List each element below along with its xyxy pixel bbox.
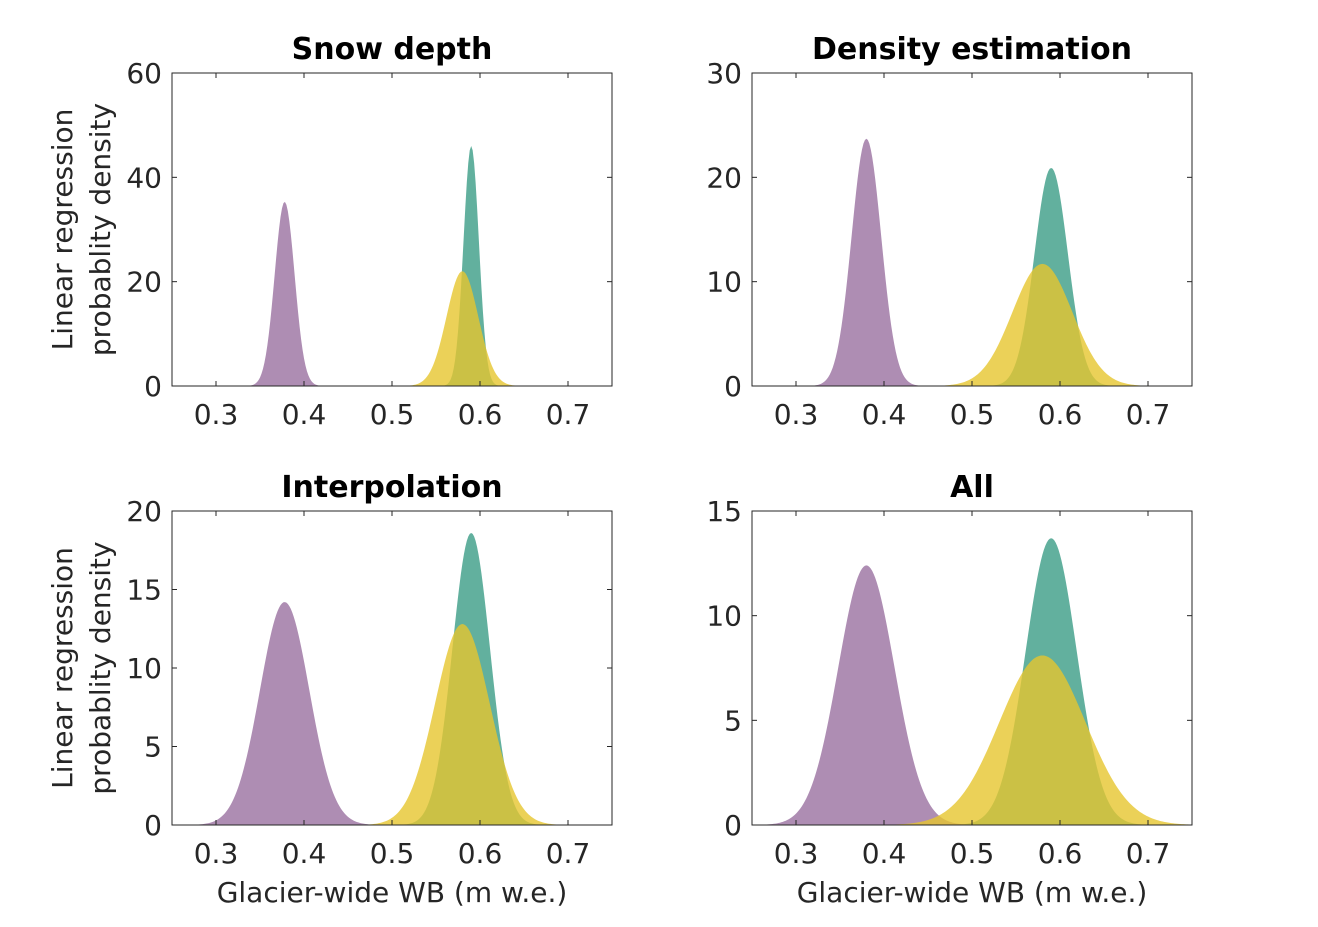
axis-box bbox=[171, 72, 613, 387]
y-tick-label: 10 bbox=[706, 600, 742, 633]
y-tick-label: 0 bbox=[144, 370, 162, 403]
y-axis-label-line-1: Linear regression bbox=[46, 109, 79, 351]
density-curve-3 bbox=[172, 271, 612, 386]
y-tick-label: 0 bbox=[724, 370, 742, 403]
x-tick-label: 0.5 bbox=[950, 837, 995, 870]
y-tick-label: 60 bbox=[126, 57, 162, 90]
x-tick-label: 0.6 bbox=[1038, 398, 1083, 431]
density-curve-1 bbox=[752, 167, 1192, 386]
y-tick-label: 10 bbox=[126, 652, 162, 685]
y-axis-label-line-2: probablity density bbox=[84, 541, 117, 794]
y-tick-label: 15 bbox=[706, 495, 742, 528]
x-tick-label: 0.7 bbox=[1126, 837, 1171, 870]
x-axis-label: Glacier-wide WB (m w.e.) bbox=[797, 876, 1148, 909]
y-tick-label: 5 bbox=[724, 704, 742, 737]
x-tick-label: 0.5 bbox=[370, 398, 415, 431]
y-axis-label-line-1: Linear regression bbox=[46, 547, 79, 789]
x-tick-label: 0.3 bbox=[194, 837, 239, 870]
density-curve-2 bbox=[172, 201, 612, 386]
panel-interpolation: 0.3 0.4 0.5 0.6 0.7 0 5 10 15 20 Interpolation Glac… bbox=[46, 470, 613, 909]
x-tick-label: 0.4 bbox=[862, 837, 907, 870]
y-tick-label: 20 bbox=[706, 161, 742, 194]
y-tick-label: 20 bbox=[126, 495, 162, 528]
density-curve-3 bbox=[752, 263, 1192, 386]
panel-density-estimation: 0.3 0.4 0.5 0.6 0.7 0 10 20 30 Density estimation bbox=[706, 32, 1193, 431]
x-tick-label: 0.4 bbox=[282, 398, 327, 431]
y-tick-label: 30 bbox=[706, 57, 742, 90]
x-tick-label: 0.3 bbox=[194, 398, 239, 431]
y-axis-label-line-2: probablity density bbox=[84, 103, 117, 356]
panel-title: Snow depth bbox=[292, 32, 493, 67]
x-tick-label: 0.4 bbox=[282, 837, 327, 870]
y-tick-label: 40 bbox=[126, 161, 162, 194]
x-tick-label: 0.5 bbox=[370, 837, 415, 870]
x-tick-label: 0.7 bbox=[1126, 398, 1171, 431]
panel-snow-depth: 0.3 0.4 0.5 0.6 0.7 0 20 40 60 Snow depth Linear r… bbox=[46, 32, 613, 431]
density-curve-3 bbox=[752, 655, 1192, 825]
density-curve-2 bbox=[752, 138, 1192, 386]
x-tick-label: 0.5 bbox=[950, 398, 995, 431]
y-tick-label: 0 bbox=[144, 809, 162, 842]
y-tick-label: 5 bbox=[144, 731, 162, 764]
density-curve-1 bbox=[172, 532, 612, 825]
x-tick-label: 0.6 bbox=[458, 837, 503, 870]
density-curve-2 bbox=[172, 602, 612, 825]
x-tick-label: 0.7 bbox=[546, 837, 591, 870]
x-axis-label: Glacier-wide WB (m w.e.) bbox=[217, 876, 568, 909]
y-tick-label: 10 bbox=[706, 266, 742, 299]
y-tick-label: 20 bbox=[126, 266, 162, 299]
x-tick-label: 0.7 bbox=[546, 398, 591, 431]
panel-title: Interpolation bbox=[281, 470, 502, 505]
y-tick-label: 0 bbox=[724, 809, 742, 842]
y-tick-label: 15 bbox=[126, 574, 162, 607]
axis-box bbox=[751, 72, 1193, 387]
panel-title: Density estimation bbox=[812, 32, 1132, 67]
axis-box bbox=[171, 510, 613, 826]
x-tick-label: 0.3 bbox=[774, 837, 819, 870]
x-tick-label: 0.4 bbox=[862, 398, 907, 431]
panel-all: 0.3 0.4 0.5 0.6 0.7 0 5 10 15 All Glacier-wide WB … bbox=[706, 470, 1193, 909]
density-curve-3 bbox=[172, 624, 612, 825]
x-tick-label: 0.6 bbox=[458, 398, 503, 431]
density-curve-1 bbox=[172, 146, 612, 386]
panel-title: All bbox=[950, 470, 994, 505]
x-tick-label: 0.6 bbox=[1038, 837, 1083, 870]
density-curve-2 bbox=[752, 565, 1192, 825]
x-tick-label: 0.3 bbox=[774, 398, 819, 431]
